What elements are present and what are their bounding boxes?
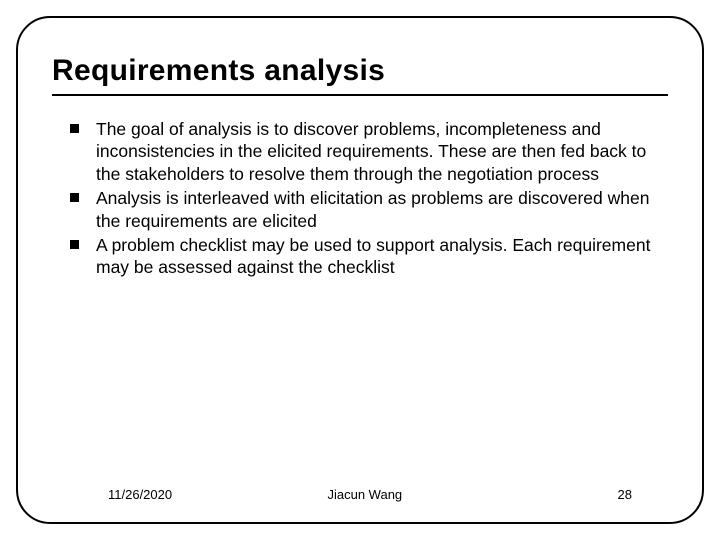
footer-page-number: 28 [618,487,632,502]
title-underline [52,94,668,96]
slide-title: Requirements analysis [52,54,668,88]
footer-author: Jiacun Wang [112,487,617,502]
list-item: A problem checklist may be used to suppo… [70,234,668,279]
list-item: The goal of analysis is to discover prob… [70,118,668,185]
slide-frame: Requirements analysis The goal of analys… [16,16,704,524]
slide-footer: 11/26/2020 Jiacun Wang 28 [18,487,702,502]
list-item: Analysis is interleaved with elicitation… [70,187,668,232]
bullet-list: The goal of analysis is to discover prob… [52,118,668,279]
